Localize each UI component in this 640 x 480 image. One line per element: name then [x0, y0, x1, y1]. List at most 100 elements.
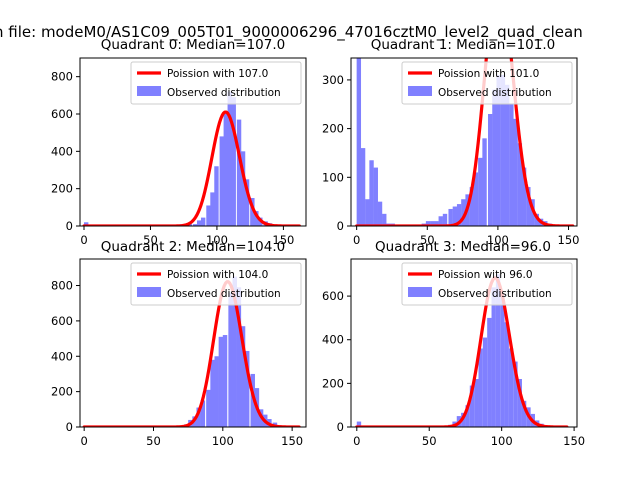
legend-label-observed: Observed distribution: [167, 87, 281, 99]
y-tick-label: 200: [51, 182, 73, 196]
legend-bar-swatch: [137, 287, 161, 297]
histogram-bar: [465, 405, 470, 427]
histogram-bar: [373, 167, 378, 226]
y-tick-label: 200: [322, 122, 344, 136]
histogram-bar: [232, 276, 237, 427]
legend-bar-swatch: [137, 86, 161, 96]
histogram-bar: [83, 222, 89, 226]
histogram-bar: [236, 287, 242, 427]
panel-title: Quadrant 0: Median=107.0: [101, 37, 285, 53]
histogram-bar: [356, 421, 362, 427]
y-tick-label: 600: [51, 107, 73, 121]
panel-quadrant-0: Quadrant 0: Median=107.0 0 50 100 150 0 200 40…: [51, 37, 307, 247]
x-tick-label: 100: [206, 233, 228, 247]
x-tick-label: 0: [353, 233, 360, 247]
y-tick-label: 300: [322, 73, 344, 87]
histogram-bar: [492, 89, 497, 226]
histogram-bar: [478, 348, 483, 427]
histogram-bar: [517, 143, 523, 226]
legend: Poission with 101.0 Observed distribution: [401, 61, 573, 105]
x-tick-label: 150: [281, 434, 303, 448]
histogram-bar: [534, 213, 540, 226]
histogram-bar: [430, 221, 435, 226]
x-tick-label: 50: [143, 233, 158, 247]
histogram-bar: [365, 199, 370, 226]
x-tick-label: 150: [558, 233, 580, 247]
histogram-bar: [196, 220, 202, 226]
y-tick-label: 0: [337, 420, 344, 434]
histogram-bar: [425, 221, 431, 226]
legend-label-poisson: Poission with 107.0: [167, 68, 268, 80]
panel-quadrant-1: Quadrant 1: Median=101.0 0 50 100 150 0 100 20…: [322, 37, 580, 247]
histogram-bar: [509, 104, 514, 226]
poisson-curve: [82, 280, 301, 427]
histogram-bar: [223, 112, 228, 226]
y-tick-label: 800: [51, 70, 73, 84]
y-tick-label: 400: [51, 144, 73, 158]
legend-label-poisson: Poission with 101.0: [438, 68, 539, 80]
figure-suptitle: n file: modeM0/AS1C09_005T01_9000006296_…: [0, 23, 583, 42]
legend: Poission with 107.0 Observed distribution: [130, 61, 302, 105]
histogram-bar: [187, 224, 193, 226]
histogram-bar: [193, 224, 198, 226]
histogram-bar: [250, 373, 255, 427]
histogram-bar: [228, 292, 233, 427]
histogram-bar: [438, 216, 443, 226]
y-tick-label: 200: [322, 376, 344, 390]
histogram-bar: [200, 217, 206, 226]
histogram-bar: [521, 400, 527, 427]
poisson-curve: [355, 276, 569, 427]
y-tick-label: 0: [66, 219, 73, 233]
legend-label-poisson: Poission with 104.0: [167, 269, 268, 281]
y-tick-label: 100: [322, 170, 344, 184]
x-tick-label: 50: [146, 434, 161, 448]
x-tick-label: 150: [563, 434, 585, 448]
panel-title: Quadrant 3: Median=96.0: [375, 239, 551, 255]
histogram-bar: [356, 58, 362, 226]
histogram-bar: [240, 326, 246, 427]
legend-label-observed: Observed distribution: [167, 288, 281, 300]
y-tick-label: 0: [337, 219, 344, 233]
histogram-bar: [200, 400, 206, 427]
legend: Poission with 96.0 Observed distribution: [401, 262, 573, 306]
x-tick-label: 100: [212, 434, 234, 448]
histogram-bar: [244, 179, 250, 226]
legend-box: [130, 61, 302, 105]
histogram-bar: [500, 293, 505, 427]
plot-area: [355, 58, 575, 226]
histogram-bar: [236, 119, 242, 226]
y-tick-label: 400: [51, 349, 73, 363]
x-tick-label: 0: [353, 434, 360, 448]
histogram-bar: [254, 211, 259, 226]
plot-area: [355, 274, 569, 427]
x-tick-label: 50: [422, 434, 437, 448]
histogram-bar: [214, 356, 219, 427]
legend-label-poisson: Poission with 96.0: [438, 269, 533, 281]
plot-area: [82, 276, 301, 427]
histogram-bar: [210, 359, 215, 427]
histogram-bar: [244, 350, 250, 427]
axes-frame: [79, 258, 307, 428]
histogram-bar: [491, 287, 496, 427]
histogram-bar: [504, 322, 509, 427]
histogram-bar: [442, 213, 448, 226]
histogram-bar: [206, 205, 211, 226]
histogram-bar: [495, 274, 501, 427]
legend-bar-swatch: [408, 287, 432, 297]
histogram-bar: [218, 336, 224, 427]
plot-area: [82, 91, 301, 226]
axes-frame: [79, 57, 307, 227]
axes-frame: [350, 258, 578, 428]
histogram-bar: [196, 407, 201, 427]
histogram-bar: [448, 208, 453, 226]
histogram-bar: [487, 317, 492, 427]
histogram-bar: [210, 192, 215, 226]
histogram-bar: [482, 337, 488, 427]
histogram-bar: [222, 335, 228, 427]
x-tick-label: 50: [420, 233, 435, 247]
y-tick-label: 600: [51, 314, 73, 328]
histogram-bar: [214, 166, 219, 226]
legend-label-observed: Observed distribution: [438, 288, 552, 300]
histogram-bar: [452, 206, 458, 226]
